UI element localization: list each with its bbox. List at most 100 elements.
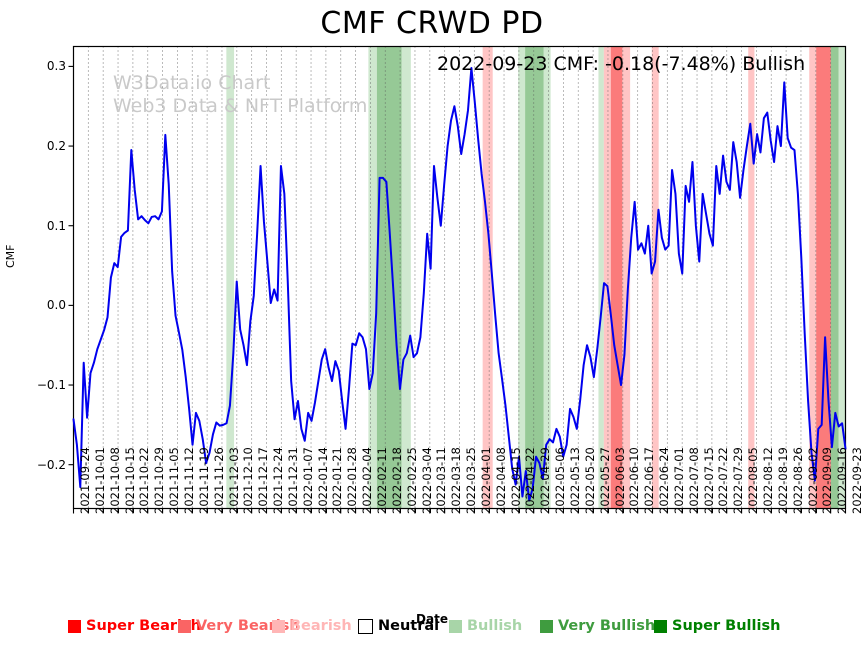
x-tick-label: 2021-09-24 [78, 447, 92, 514]
y-tick-label: −0.1 [36, 378, 66, 392]
x-tick-label: 2022-01-14 [315, 447, 330, 514]
legend-swatch-icon [68, 619, 81, 633]
x-tick-label: 2021-10-15 [122, 447, 137, 514]
x-tick-label: 2022-03-11 [434, 447, 449, 514]
x-tick-label: 2021-10-29 [152, 447, 167, 514]
x-tick-label: 2022-07-01 [671, 447, 686, 514]
signal-band [830, 46, 839, 509]
x-tick-label: 2022-08-26 [790, 447, 805, 514]
y-tick-label: −0.2 [36, 457, 66, 472]
x-tick-label: 2022-03-18 [449, 447, 464, 514]
x-tick-label: 2022-03-25 [464, 447, 478, 514]
x-tick-label: 2022-02-04 [360, 447, 375, 514]
legend-swatch-icon [272, 619, 285, 633]
signal-band [809, 46, 817, 509]
signal-band [603, 46, 611, 509]
x-tick-label: 2022-09-09 [820, 447, 835, 514]
signal-band [748, 46, 755, 509]
x-tick-label: 2022-05-06 [553, 447, 568, 514]
x-tick-label: 2022-03-04 [419, 447, 434, 514]
x-tick-label: 2022-07-15 [701, 447, 716, 514]
x-tick-label: 2021-12-17 [256, 447, 271, 514]
legend-item-label: Bearish [290, 618, 352, 634]
legend-item-label: Bullish [467, 618, 523, 634]
x-tick-label: 2021-12-31 [285, 447, 300, 514]
signal-band [610, 46, 623, 509]
x-tick-label: 2021-10-22 [137, 447, 152, 514]
signal-band [401, 46, 411, 509]
legend-item-label: Very Bullish [558, 618, 656, 634]
x-tick-label: 2021-10-01 [92, 447, 107, 514]
legend-swatch-icon [358, 618, 373, 634]
x-tick-label: 2022-01-07 [300, 447, 315, 514]
x-tick-label: 2022-06-03 [612, 447, 627, 514]
axis-ticks-layer [68, 65, 847, 514]
legend-item[interactable]: Bullish [449, 618, 522, 634]
x-tick-label: 2022-08-05 [746, 447, 761, 514]
x-tick-label: 2021-11-12 [181, 447, 196, 514]
signal-bands-layer [226, 46, 846, 509]
legend-item[interactable]: Super Bullish [654, 618, 780, 634]
x-tick-label: 2022-05-20 [582, 447, 597, 514]
signal-band [838, 46, 846, 509]
x-tick-label: 2021-12-03 [226, 447, 241, 514]
signal-band [368, 46, 377, 509]
legend-item-label: Neutral [378, 618, 440, 634]
signal-band [622, 46, 631, 509]
latest-value-annotation: 2022-09-23 CMF: -0.18(-7.48%) Bullish [437, 53, 806, 75]
x-tick-label: 2022-01-28 [345, 447, 360, 514]
x-tick-label: 2022-05-27 [597, 447, 612, 514]
cmf-line-series [72, 67, 847, 502]
signal-band [226, 46, 235, 509]
signal-band [598, 46, 604, 509]
y-tick-label: 0.0 [46, 298, 66, 313]
x-tick-label: 2022-06-24 [657, 447, 671, 514]
x-tick-label: 2022-04-29 [538, 447, 553, 514]
x-tick-label: 2022-04-08 [493, 447, 508, 514]
y-tick-label: 0.3 [46, 59, 66, 74]
x-tick-label: 2021-12-10 [241, 447, 256, 514]
x-tick-label: 2022-05-13 [567, 447, 582, 514]
y-tick-label: 0.1 [46, 218, 66, 233]
x-tick-label: 2022-02-18 [389, 447, 404, 514]
page-title: CMF CRWD PD [320, 6, 544, 41]
signal-band [525, 46, 544, 509]
legend: Super Bearish Very Bearish Bearish Neutral B… [0, 618, 864, 642]
legend-swatch-icon [449, 619, 462, 633]
x-tick-label: 2022-09-16 [835, 447, 850, 514]
x-tick-label: 2022-09-23 [850, 447, 864, 514]
x-tick-label: 2021-11-05 [167, 447, 182, 514]
x-tick-label: 2022-02-25 [404, 447, 419, 514]
x-axis-label: Date [416, 612, 448, 626]
x-tick-label: 2022-04-01 [478, 447, 493, 514]
legend-item-label: Super Bullish [672, 618, 781, 634]
x-tick-label: 2022-04-15 [508, 447, 523, 514]
legend-swatch-icon [178, 619, 191, 633]
x-tick-label: 2022-06-10 [627, 447, 642, 514]
x-tick-label: 2022-01-21 [330, 447, 345, 514]
x-tick-label: 2021-11-19 [196, 447, 211, 514]
y-tick-label: 0.2 [46, 139, 66, 154]
x-tick-label: 2022-08-12 [760, 447, 775, 514]
legend-item[interactable]: Neutral [358, 618, 439, 634]
x-tick-label: 2022-02-11 [374, 447, 389, 514]
x-tick-label: 2021-10-08 [107, 447, 122, 514]
signal-band [482, 46, 493, 509]
legend-item[interactable]: Super Bearish [68, 618, 201, 634]
gridlines-layer [73, 46, 846, 509]
legend-item[interactable]: Very Bullish [540, 618, 655, 634]
x-tick-label: 2021-12-24 [271, 447, 285, 514]
x-tick-label: 2022-04-22 [523, 447, 538, 514]
signal-band [651, 46, 659, 509]
legend-item-label: Super Bearish [86, 618, 201, 634]
x-tick-label: 2022-06-17 [642, 447, 657, 514]
signal-band [543, 46, 551, 509]
x-tick-label: 2022-07-29 [731, 447, 746, 514]
legend-swatch-icon [540, 619, 553, 633]
legend-item[interactable]: Bearish [272, 618, 352, 634]
x-tick-label: 2022-08-19 [775, 447, 790, 514]
x-tick-label: 2022-07-22 [716, 447, 731, 514]
legend-swatch-icon [654, 619, 667, 633]
signal-band [518, 46, 526, 509]
